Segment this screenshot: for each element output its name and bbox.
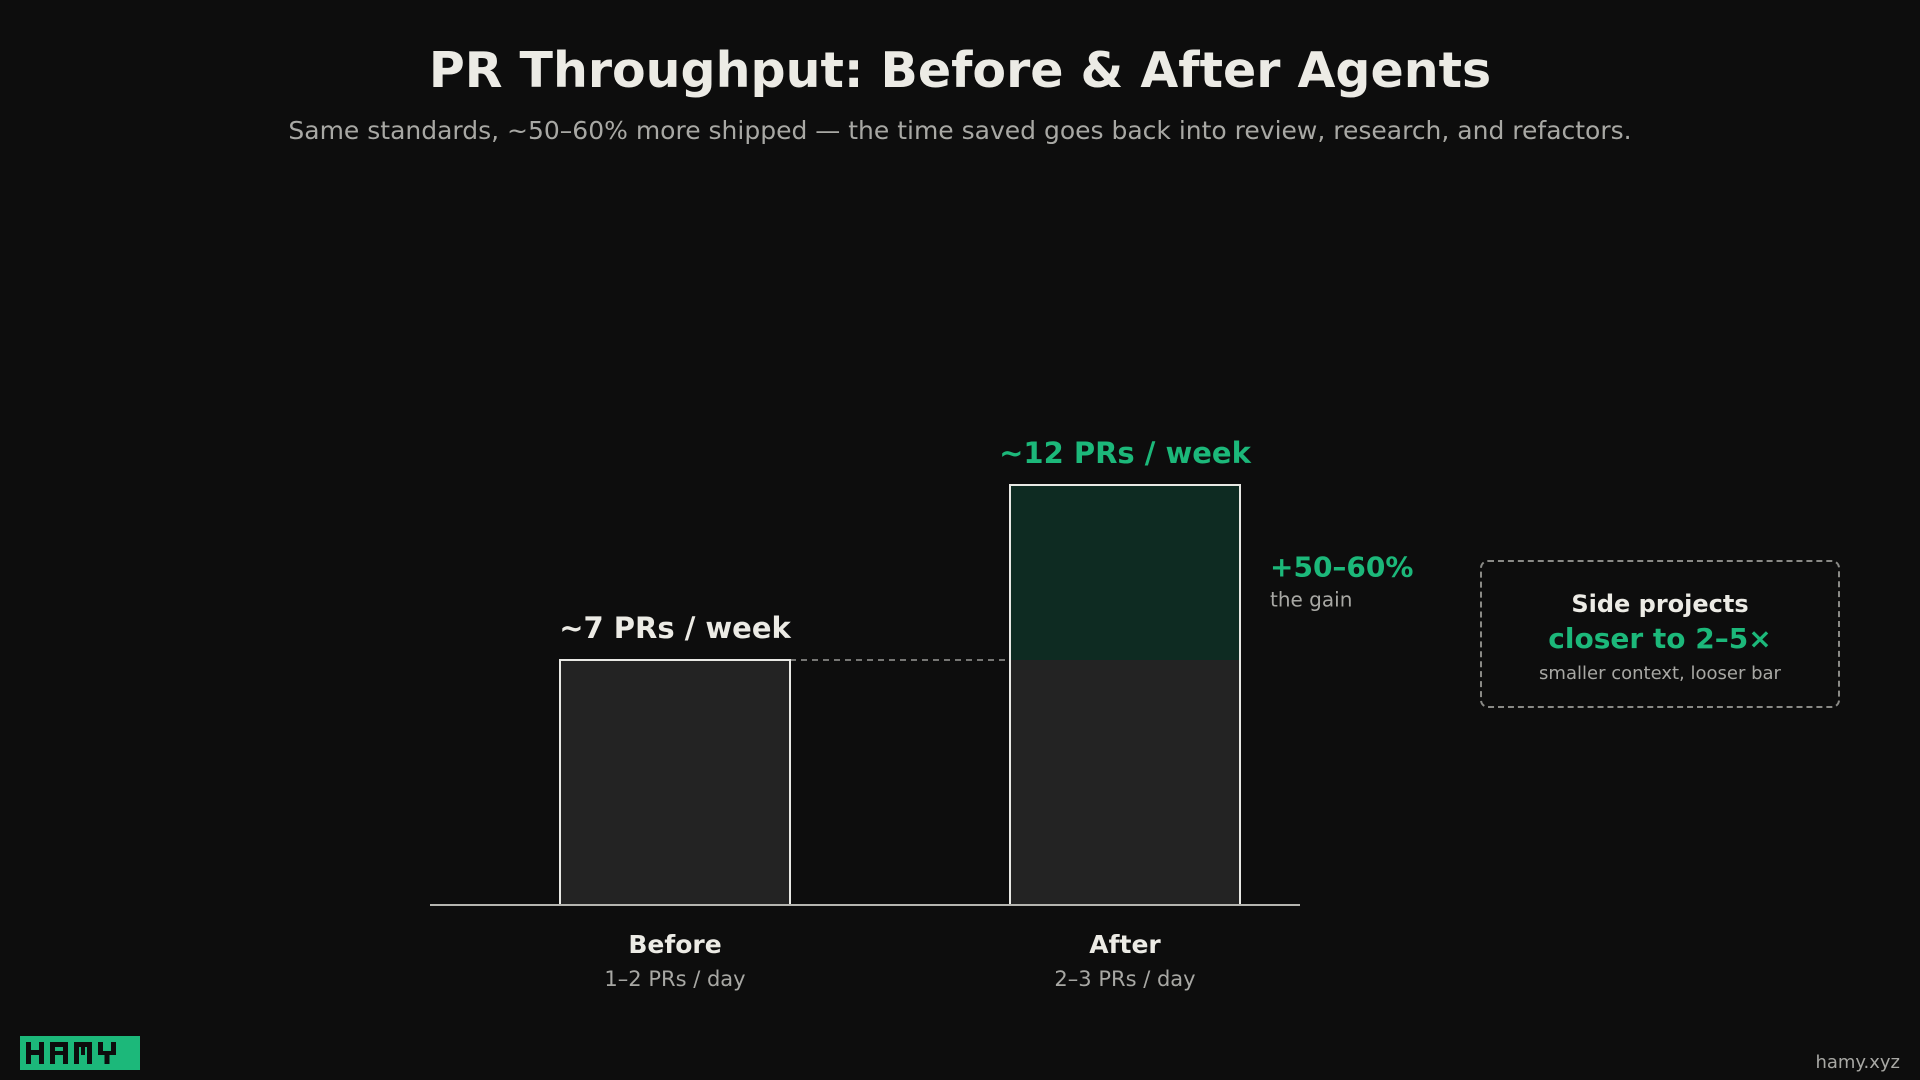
side-projects-note: smaller context, looser bar <box>1539 663 1781 684</box>
hamy-logo <box>20 1036 140 1074</box>
data-label-before: ~7 PRs / week <box>559 611 791 645</box>
gain-note: the gain <box>1270 588 1352 612</box>
logo-graphic <box>20 1036 140 1070</box>
gain-label: +50–60% <box>1270 551 1413 584</box>
chart-subtitle: Same standards, ~50–60% more shipped — t… <box>288 116 1632 145</box>
side-projects-callout: Side projects closer to 2–5× smaller con… <box>1480 560 1840 708</box>
bar-before <box>559 659 791 906</box>
bar-after-base <box>1010 660 1240 905</box>
bar-after-gain <box>1010 485 1240 660</box>
category-label-before: Before <box>628 930 721 959</box>
side-projects-value: closer to 2–5× <box>1548 622 1772 655</box>
site-url: hamy.xyz <box>1815 1052 1900 1073</box>
category-sublabel-before: 1–2 PRs / day <box>604 967 745 991</box>
category-sublabel-after: 2–3 PRs / day <box>1054 967 1195 991</box>
data-label-after: ~12 PRs / week <box>999 436 1252 470</box>
category-label-after: After <box>1089 930 1161 959</box>
chart-title: PR Throughput: Before & After Agents <box>428 42 1492 99</box>
side-projects-title: Side projects <box>1571 590 1749 618</box>
